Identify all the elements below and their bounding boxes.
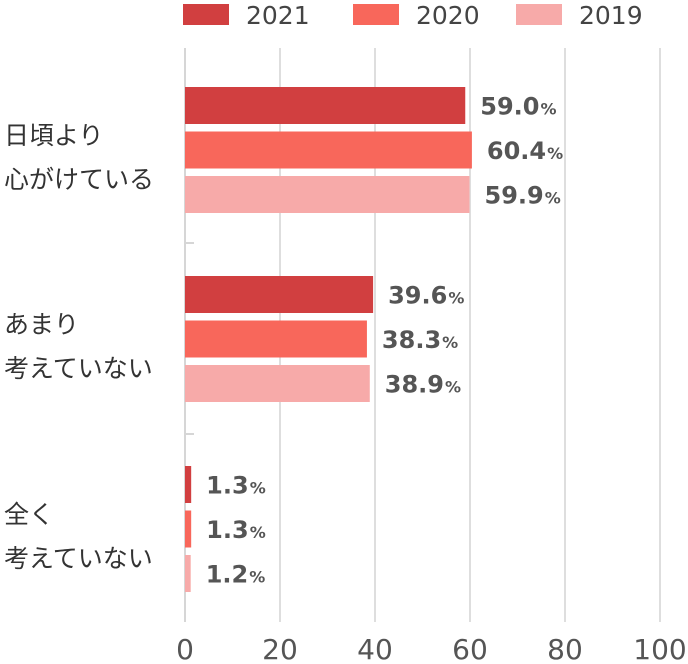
bar-2020-cat3 [185,510,192,548]
x-tick-label-40: 40 [357,633,393,664]
category-label-2-line1: あまり [4,310,79,339]
category-label-2-line2: 考えていない [4,354,153,383]
legend-swatch-2021 [183,4,229,25]
data-label-2020-cat1: 60.4% [487,137,563,165]
x-tick-label-100: 100 [633,633,686,664]
data-label-2021-cat2: 39.6% [388,282,464,310]
category-label-3-line1: 全く [4,500,54,529]
bar-2019-cat1 [185,176,470,213]
legend-swatch-2020 [353,4,399,25]
category-label-1-line2: 心がけている [4,165,154,194]
bar-2019-cat3 [185,555,191,592]
bar-2020-cat2 [185,320,367,358]
x-tick-label-0: 0 [176,633,194,664]
data-label-2021-cat1: 59.0% [480,93,556,121]
data-label-2019-cat3: 1.2% [206,561,266,589]
legend-label-2021: 2021 [246,1,310,30]
data-label-2020-cat2: 38.3% [382,326,458,354]
bars [185,87,472,592]
bar-2021-cat1 [185,87,466,124]
data-label-2019-cat1: 59.9% [485,182,561,210]
bar-2019-cat2 [185,365,370,402]
category-label-1-line1: 日頃より [4,121,104,150]
x-tick-label-20: 20 [262,633,298,664]
value-labels: 59.0% 60.4% 59.9% 39.6% 38.3% 38.9% 1.3% 1.3% 1.… [206,93,563,589]
data-label-2021-cat3: 1.3% [206,472,266,500]
legend: 2021 2020 2019 [183,1,643,30]
x-tick-label-80: 80 [547,633,583,664]
category-label-3-line2: 考えていない [4,544,153,573]
bar-2021-cat2 [185,276,374,313]
legend-label-2020: 2020 [416,1,480,30]
data-label-2020-cat3: 1.3% [206,516,266,544]
x-tick-label-60: 60 [452,633,488,664]
bar-2021-cat3 [185,466,192,503]
legend-swatch-2019 [516,4,562,25]
x-axis-ticks: 0 20 40 60 80 100 [176,633,687,664]
legend-label-2019: 2019 [579,1,643,30]
bar-2020-cat1 [185,131,472,169]
data-label-2019-cat2: 38.9% [385,371,461,399]
